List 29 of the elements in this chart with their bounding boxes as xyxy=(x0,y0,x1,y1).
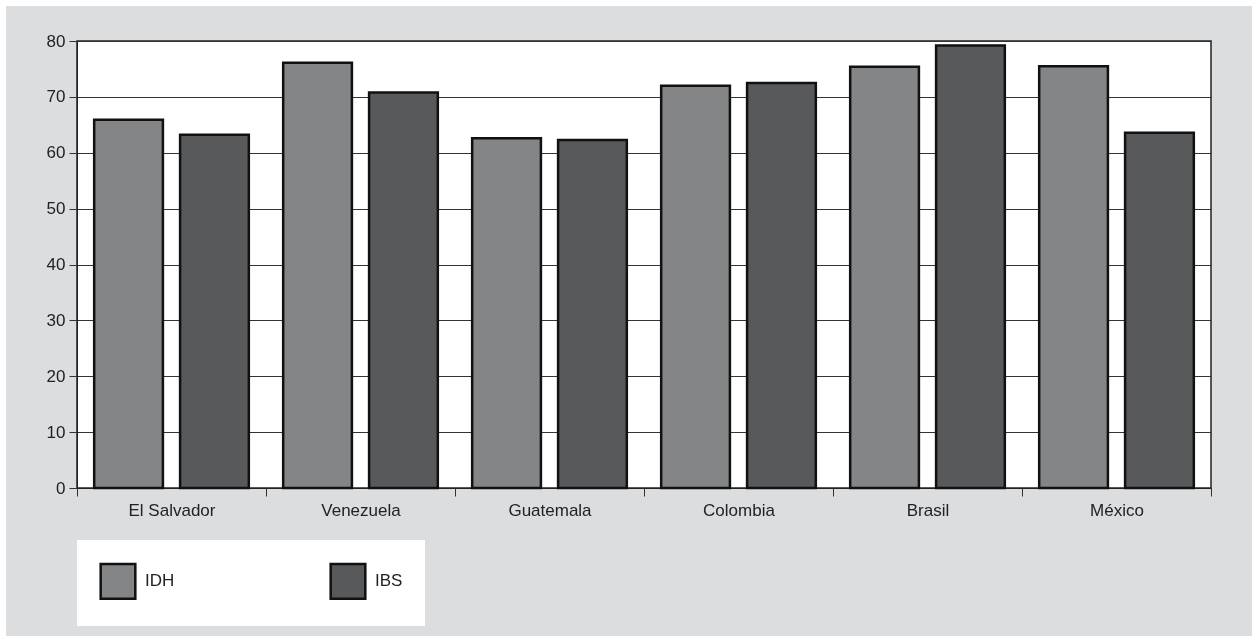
y-tick-label: 50 xyxy=(46,199,66,219)
bar xyxy=(92,118,165,490)
y-tick-label: 0 xyxy=(56,478,66,498)
y-tick-label: 60 xyxy=(46,143,66,163)
x-tick-label: Guatemala xyxy=(508,500,593,520)
y-tick-label: 70 xyxy=(46,87,66,107)
bar xyxy=(848,65,921,490)
x-tick-label: Venezuela xyxy=(321,500,402,520)
x-tick-label: Colombia xyxy=(703,500,776,520)
x-tick-label: El Salvador xyxy=(128,500,216,520)
x-tick-label: Brasil xyxy=(906,500,950,520)
y-tick-label: 80 xyxy=(46,31,66,51)
bar xyxy=(1123,131,1196,490)
bar xyxy=(178,133,251,490)
legend-label: IDH xyxy=(145,571,175,591)
bar xyxy=(281,61,354,490)
y-tick-label: 20 xyxy=(46,366,66,386)
bar xyxy=(1037,64,1110,490)
bar xyxy=(556,138,629,490)
legend-label: IBS xyxy=(375,571,403,591)
y-tick-label: 10 xyxy=(46,422,66,442)
bar xyxy=(745,81,818,490)
y-tick-label: 30 xyxy=(46,310,66,330)
x-tick-label: México xyxy=(1090,500,1144,520)
bar xyxy=(367,91,440,490)
bar xyxy=(659,84,732,490)
bar xyxy=(470,136,543,490)
y-tick-label: 40 xyxy=(46,255,66,274)
bar xyxy=(934,44,1007,490)
